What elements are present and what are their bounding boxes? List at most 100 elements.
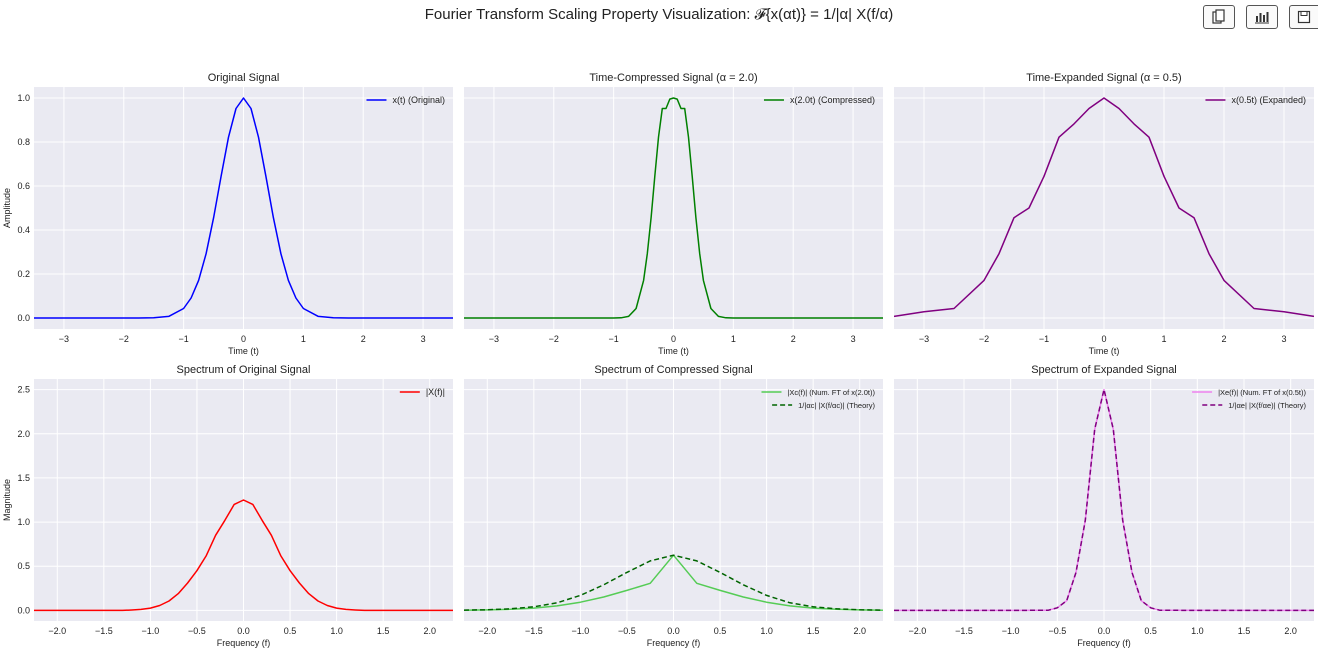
legend-label: x(0.5t) (Expanded) — [1231, 95, 1306, 105]
legend: |X(f)| — [399, 387, 445, 397]
series-line-1 — [34, 97, 453, 319]
subplot-title: Time-Compressed Signal (α = 2.0) — [589, 72, 757, 84]
series-group — [34, 499, 453, 612]
x-tick-label: −3 — [919, 334, 929, 344]
x-tick-label: 0 — [671, 334, 676, 344]
y-tick-label: 0.6 — [17, 181, 30, 191]
x-axis-label: Time (t) — [228, 346, 259, 356]
x-tick-label: 1 — [301, 334, 306, 344]
x-tick-label: −3 — [59, 334, 69, 344]
subplot-5: −2.0 −1.5 −1.0 −0.5 0.0 0.5 1.0 1.5 2.0 Spectrum … — [464, 364, 883, 648]
x-tick-label: −1.5 — [955, 626, 973, 636]
bar-chart-button[interactable] — [1246, 5, 1278, 29]
x-tick-label: −1.0 — [141, 626, 159, 636]
x-tick-label: 1 — [1161, 334, 1166, 344]
copy-button[interactable] — [1203, 5, 1235, 29]
y-tick-label: 1.5 — [17, 473, 30, 483]
legend: x(2.0t) (Compressed) — [763, 95, 875, 105]
x-tick-label: 0.0 — [1098, 626, 1111, 636]
x-tick-label: −1 — [609, 334, 619, 344]
y-tick-label: 0.0 — [17, 605, 30, 615]
y-tick-label: 0.0 — [17, 313, 30, 323]
x-tick-label: 2 — [791, 334, 796, 344]
x-axis-label: Frequency (f) — [1077, 638, 1131, 648]
x-tick-label: 0.5 — [714, 626, 727, 636]
subplot-title: Spectrum of Compressed Signal — [594, 364, 752, 376]
legend: x(t) (Original) — [366, 95, 445, 105]
x-tick-label: 1.0 — [760, 626, 773, 636]
legend-label: |Xc(f)| (Num. FT of x(2.0t)) — [787, 388, 875, 397]
x-tick-label: 1.0 — [1191, 626, 1204, 636]
y-tick-label: 2.5 — [17, 385, 30, 395]
figure-title: Fourier Transform Scaling Property Visua… — [0, 6, 1318, 23]
x-tick-label: −1.5 — [95, 626, 113, 636]
x-tick-label: 0.0 — [237, 626, 250, 636]
x-tick-label: 2 — [361, 334, 366, 344]
x-tick-label: 1.5 — [807, 626, 820, 636]
y-axis-label: Magnitude — [2, 479, 12, 521]
x-tick-label: −3 — [489, 334, 499, 344]
subplot-4: −2.0 −1.5 −1.0 −0.5 0.0 0.5 1.0 1.5 2.0 0.0 0.5 1.0… — [2, 364, 453, 648]
x-tick-label: −2.0 — [908, 626, 926, 636]
series-group — [894, 97, 1314, 318]
figure-title-text: Fourier Transform Scaling Property Visua… — [424, 6, 894, 23]
y-tick-label: 0.5 — [17, 561, 30, 571]
x-tick-label: −2.0 — [478, 626, 496, 636]
copy-icon — [1212, 9, 1225, 24]
y-tick-label: 2.0 — [17, 429, 30, 439]
x-tick-label: −0.5 — [618, 626, 636, 636]
series-line-1 — [464, 97, 883, 319]
x-axis-label: Time (t) — [658, 346, 689, 356]
x-tick-label: −1.5 — [525, 626, 543, 636]
save-icon — [1297, 10, 1311, 24]
series-group — [464, 97, 883, 319]
x-tick-label: −1.0 — [571, 626, 589, 636]
subplot-6: −2.0 −1.5 −1.0 −0.5 0.0 0.5 1.0 1.5 2.0 Spectrum … — [894, 364, 1314, 648]
x-tick-label: 3 — [851, 334, 856, 344]
x-tick-label: −2.0 — [48, 626, 66, 636]
series-line-1 — [894, 97, 1314, 318]
subplot-title: Time-Expanded Signal (α = 0.5) — [1026, 72, 1181, 84]
series-group — [464, 554, 883, 611]
legend: x(0.5t) (Expanded) — [1205, 95, 1306, 105]
x-tick-label: 0 — [1101, 334, 1106, 344]
x-tick-label: 0.0 — [667, 626, 680, 636]
x-tick-label: 1.5 — [377, 626, 390, 636]
legend-label: |Xe(f)| (Num. FT of x(0.5t)) — [1218, 388, 1306, 397]
x-tick-label: −1 — [179, 334, 189, 344]
subplot-title: Original Signal — [208, 72, 280, 84]
x-tick-label: 1.0 — [330, 626, 343, 636]
y-tick-label: 1.0 — [17, 517, 30, 527]
subplot-title: Spectrum of Original Signal — [177, 364, 311, 376]
x-tick-label: 2.0 — [423, 626, 436, 636]
x-tick-label: −2 — [979, 334, 989, 344]
x-tick-label: 0 — [241, 334, 246, 344]
x-tick-label: −0.5 — [188, 626, 206, 636]
x-tick-label: 2.0 — [1284, 626, 1297, 636]
x-axis-label: Frequency (f) — [217, 638, 271, 648]
x-tick-label: 1.5 — [1238, 626, 1251, 636]
series-line-1 — [894, 388, 1314, 612]
legend-label: |X(f)| — [426, 387, 445, 397]
subplot-2: −3 −2 −1 0 1 2 3 Time-Compressed Signal (α = 2.… — [464, 72, 883, 356]
subplot-3: −3 −2 −1 0 1 2 3 Time-Expanded Signal (α = 0.5)… — [894, 72, 1314, 356]
y-tick-label: 0.4 — [17, 225, 30, 235]
series-line-2 — [464, 554, 883, 611]
x-tick-label: 2 — [1221, 334, 1226, 344]
subplot-1: −3 −2 −1 0 1 2 3 0.0 0.2 0.4 0.6 0.8 1.0 Original Sig… — [2, 72, 453, 356]
x-tick-label: 3 — [1281, 334, 1286, 344]
x-tick-label: −2 — [119, 334, 129, 344]
bar-chart-icon — [1255, 12, 1269, 24]
x-tick-label: −0.5 — [1048, 626, 1066, 636]
x-tick-label: 2.0 — [853, 626, 866, 636]
x-axis-label: Frequency (f) — [647, 638, 701, 648]
y-axis-label: Amplitude — [2, 188, 12, 228]
subplot-title: Spectrum of Expanded Signal — [1031, 364, 1177, 376]
legend-label: 1/|αc| |X(f/αc)| (Theory) — [798, 401, 875, 410]
y-tick-label: 1.0 — [17, 93, 30, 103]
series-group — [894, 388, 1314, 612]
y-tick-label: 0.2 — [17, 269, 30, 279]
x-axis-label: Time (t) — [1089, 346, 1120, 356]
save-button[interactable] — [1289, 5, 1318, 29]
